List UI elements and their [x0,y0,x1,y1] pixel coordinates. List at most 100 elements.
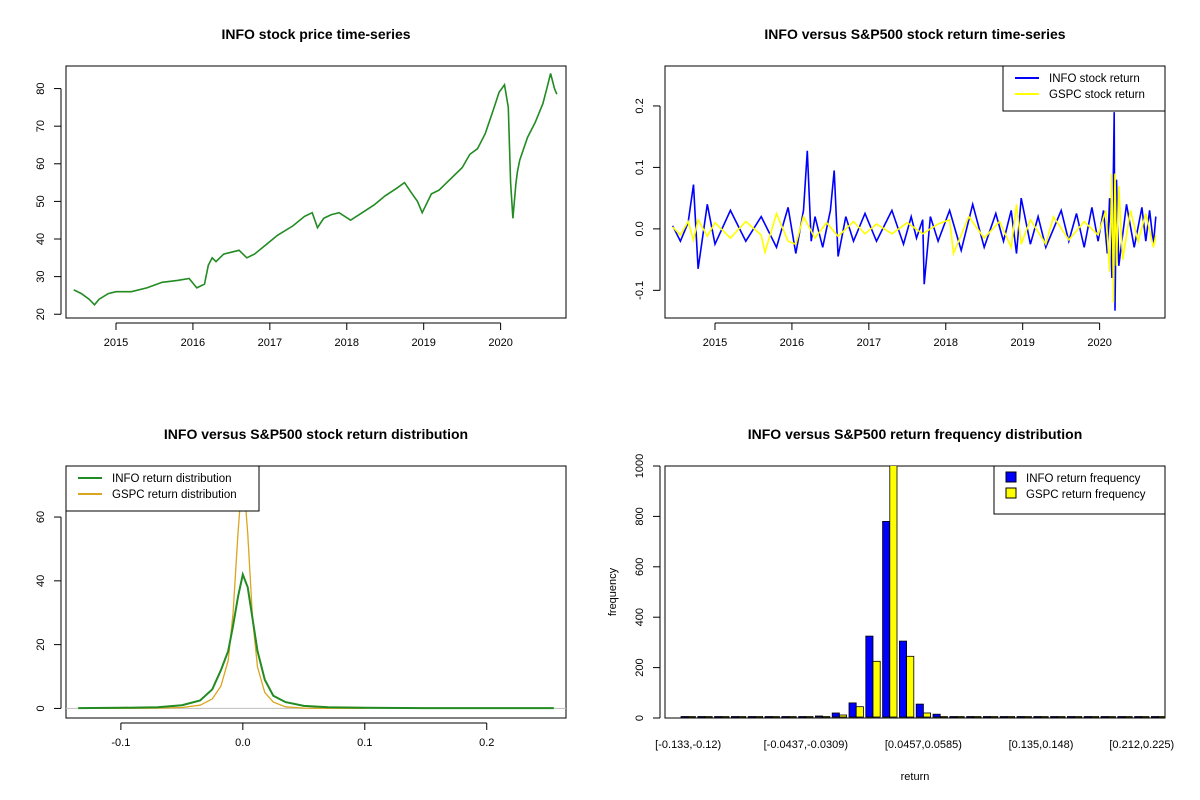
info-frequency-bar [915,703,924,718]
info-frequency-bar [680,716,689,718]
info-frequency-bar [798,716,807,718]
y-tick-label: 50 [35,195,47,207]
legend-swatch [1005,487,1017,499]
x-tick-label: 0.1 [357,737,372,749]
legend-label: INFO return distribution [112,473,232,485]
x-tick-label: [0.0457,0.0585) [885,739,962,751]
y-tick-label: 600 [634,558,646,576]
x-tick-label: [0.135,0.148) [1009,739,1074,751]
gspc-frequency-bar [771,716,780,718]
info-frequency-bar [1100,716,1109,718]
gspc-frequency-bar [1023,716,1032,718]
price-series-line [73,73,558,307]
info-frequency-bar [1083,716,1092,718]
info-frequency-bar [1033,716,1042,718]
x-tick-label: 2015 [703,337,727,349]
gspc-frequency-bar [721,716,730,718]
info-frequency-bar [966,716,975,718]
y-axis-title: frequency [607,567,619,616]
x-tick-label: 0.2 [479,737,494,749]
gspc-frequency-bar [956,716,965,718]
info-frequency-bar [1016,716,1025,718]
info-frequency-bar [848,702,857,718]
y-tick-label: 0 [634,715,646,721]
x-axis-title: return [901,771,930,783]
y-tick-label: 70 [35,120,47,132]
info-frequency-bar [747,716,756,718]
x-tick-label: 2018 [934,337,958,349]
info-frequency-bar [815,715,824,718]
y-tick-label: 200 [634,658,646,676]
plot-frame [664,65,1166,319]
y-tick-label: 400 [634,608,646,626]
legend-box [993,465,1166,515]
gspc-frequency-bar [1158,716,1165,718]
x-tick-label: -0.1 [111,737,130,749]
gspc-return-line [672,173,1157,303]
plot-frame [65,65,567,319]
gspc-frequency-bar [805,716,814,718]
gspc-frequency-bar [973,716,982,718]
x-tick-label: 2015 [104,337,128,349]
gspc-frequency-bar [990,716,999,718]
info-frequency-bar [1067,716,1076,718]
x-tick-label: 0.0 [235,737,250,749]
info-frequency-bar [983,716,992,718]
y-tick-label: 60 [35,158,47,170]
info-frequency-bar [949,716,958,718]
x-tick-label: 2020 [1087,337,1111,349]
plot-frame [664,465,1166,719]
legend-label: INFO return frequency [1026,473,1141,485]
gspc-frequency-bar [839,714,848,718]
x-tick-label: 2019 [1010,337,1034,349]
gspc-frequency-bar [1057,716,1066,718]
gspc-frequency-bar [939,716,948,718]
x-tick-label: 2017 [258,337,282,349]
legend-box [65,465,260,512]
x-tick-label: 2016 [780,337,804,349]
x-tick-label: [-0.0437,-0.0309) [764,739,848,751]
info-return-line [671,112,1157,311]
y-tick-label: 80 [35,82,47,94]
info-frequency-bar [1134,716,1143,718]
info-frequency-bar [932,713,941,718]
x-tick-label: [0.212,0.225) [1109,739,1174,751]
bars-group [680,466,1165,718]
panel-title: INFO versus S&P500 stock return distribu… [164,426,468,442]
panel-title: INFO stock price time-series [221,26,410,42]
panel-title: INFO versus S&P500 return frequency dist… [748,426,1083,442]
gspc-frequency-bar [855,706,864,718]
gspc-frequency-bar [788,716,797,718]
gspc-frequency-bar [687,716,696,718]
x-tick-label: 2020 [488,337,512,349]
x-tick-label: 2019 [411,337,435,349]
legend-label: GSPC return frequency [1026,489,1146,501]
panel-1: INFO stock price time-series 2015 2016 2017… [35,26,567,349]
y-tick-label: -0.1 [634,281,646,300]
y-tick-label: 40 [35,575,47,587]
gspc-frequency-bar [704,716,713,718]
panel-title: INFO versus S&P500 stock return time-ser… [764,26,1065,42]
gspc-frequency-bar [1074,716,1083,718]
legend-swatch [1005,471,1017,483]
info-frequency-bar [1117,716,1126,718]
gspc-frequency-bar [1007,716,1016,718]
y-tick-label: 0.0 [634,221,646,236]
legend-label: GSPC return distribution [112,489,237,501]
info-frequency-bar [882,521,891,718]
y-tick-label: 800 [634,507,646,525]
panel-3: INFO versus S&P500 stock return distribu… [35,426,567,749]
y-tick-label: 20 [35,308,47,320]
x-tick-label: 2018 [335,337,359,349]
y-tick-label: 30 [35,271,47,283]
y-tick-label: 0.2 [634,98,646,113]
y-tick-label: 0 [35,705,47,711]
gspc-frequency-bar [923,712,932,718]
gspc-frequency-bar [1107,716,1116,718]
info-frequency-bar [999,716,1008,718]
info-frequency-bar [764,716,773,718]
y-tick-label: 20 [35,639,47,651]
y-tick-label: 0.1 [634,160,646,175]
gspc-frequency-bar [872,660,881,718]
